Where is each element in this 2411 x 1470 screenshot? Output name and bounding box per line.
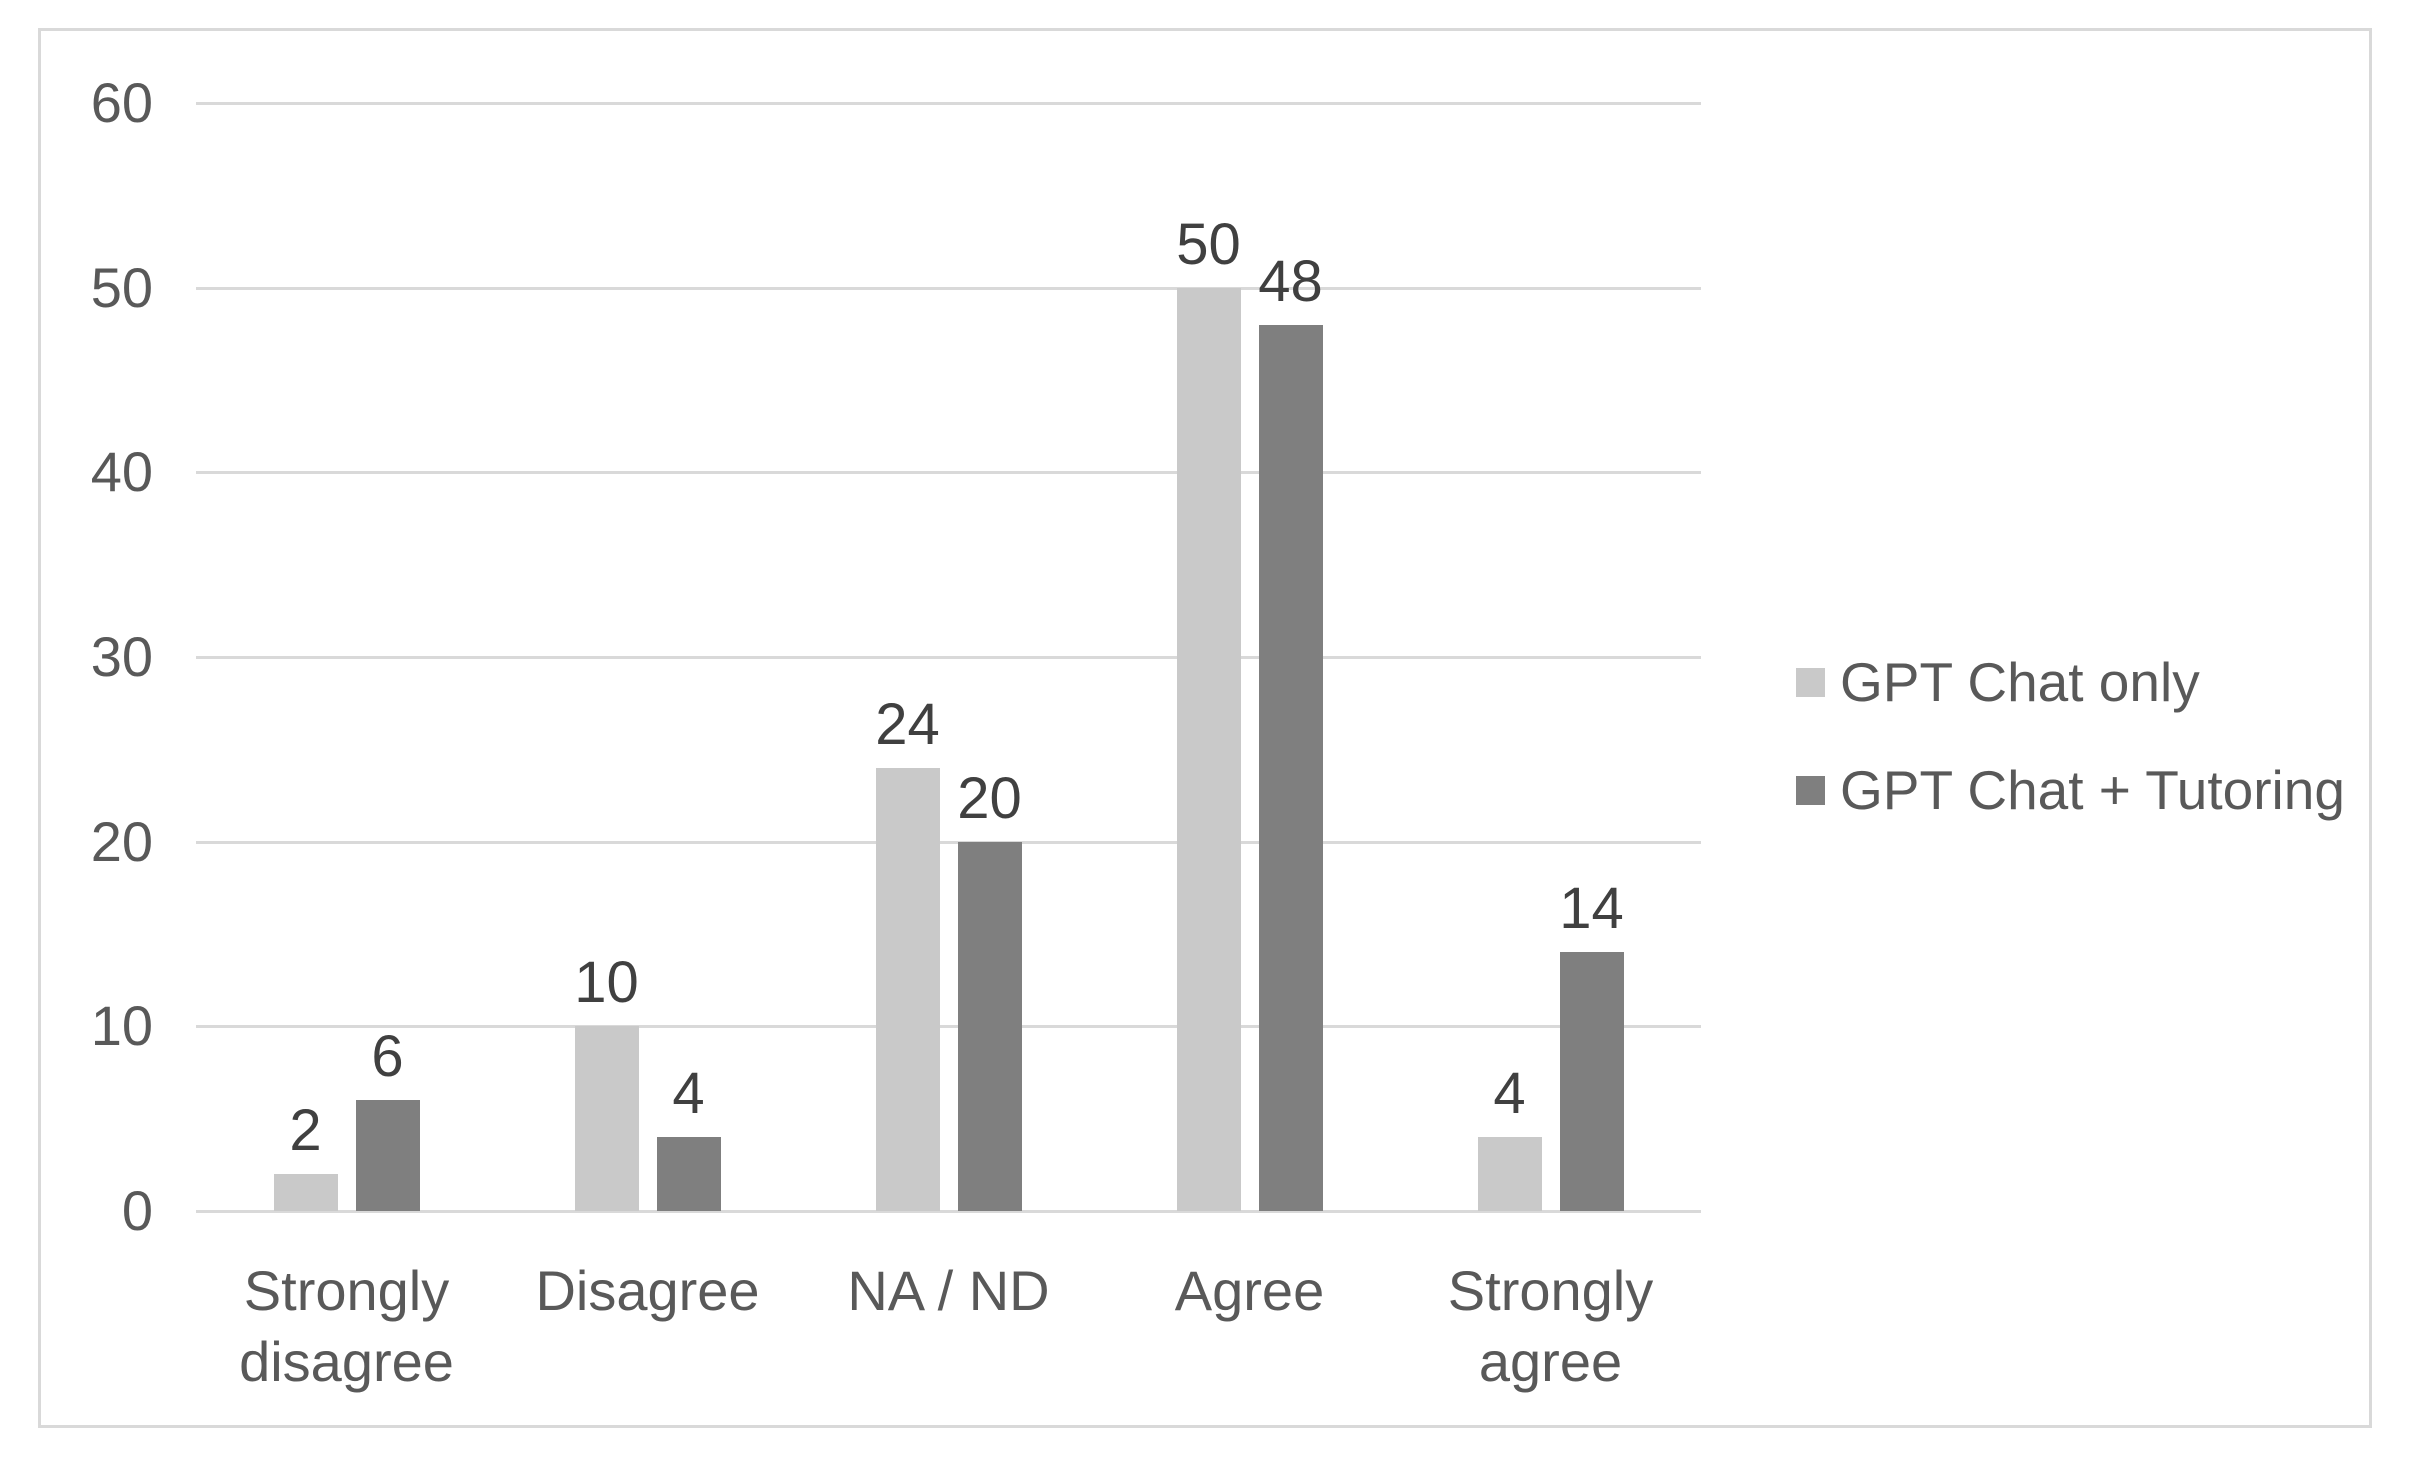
y-tick-label: 50 bbox=[90, 255, 153, 319]
data-label: 10 bbox=[574, 950, 639, 1016]
legend-item-gpt-chat-only: GPT Chat only bbox=[1796, 651, 2345, 713]
legend-label-gpt-chat-tutoring: GPT Chat + Tutoring bbox=[1840, 759, 2345, 821]
y-gridline bbox=[196, 102, 1701, 105]
chart-frame: 2 6 10 4 24 20 50 48 4 14 GPT Chat only GPT Chat … bbox=[38, 28, 2372, 1428]
bar-series1-cat0 bbox=[355, 1100, 420, 1211]
bar-series0-cat3 bbox=[1176, 287, 1241, 1211]
bar-series0-cat4 bbox=[1477, 1137, 1542, 1211]
y-gridline bbox=[196, 1025, 1701, 1029]
y-gridline bbox=[196, 471, 1701, 475]
data-label: 6 bbox=[371, 1024, 404, 1090]
legend-swatch-gpt-chat-tutoring-icon bbox=[1796, 775, 1825, 805]
bar-series0-cat2 bbox=[875, 767, 940, 1211]
data-label: 20 bbox=[957, 765, 1022, 831]
data-label: 48 bbox=[1258, 248, 1323, 314]
legend-swatch-gpt-chat-only-icon bbox=[1796, 667, 1825, 697]
x-category-label: Strongly agree bbox=[1447, 1259, 1654, 1393]
bar-series0-cat1 bbox=[574, 1026, 639, 1211]
x-category-label: Agree bbox=[1174, 1259, 1325, 1322]
data-label: 14 bbox=[1559, 876, 1624, 942]
bar-series1-cat4 bbox=[1559, 952, 1624, 1211]
data-label: 50 bbox=[1176, 211, 1241, 277]
y-gridline bbox=[196, 656, 1701, 659]
y-gridline bbox=[196, 1210, 1701, 1213]
y-tick-label: 60 bbox=[90, 71, 153, 134]
x-category-label: Disagree bbox=[535, 1259, 760, 1322]
y-tick-label: 20 bbox=[90, 809, 153, 873]
y-tick-label: 30 bbox=[90, 625, 153, 688]
legend-label-gpt-chat-only: GPT Chat only bbox=[1840, 651, 2200, 713]
bar-series1-cat2 bbox=[957, 841, 1022, 1211]
x-category-label: Strongly disagree bbox=[239, 1259, 454, 1393]
data-label: 4 bbox=[1493, 1061, 1526, 1127]
y-gridline bbox=[196, 286, 1701, 290]
data-label: 4 bbox=[672, 1061, 705, 1127]
bar-series1-cat1 bbox=[656, 1137, 721, 1211]
y-tick-label: 40 bbox=[90, 440, 153, 504]
x-category-label: NA / ND bbox=[847, 1259, 1050, 1322]
plot-area: 2 6 10 4 24 20 50 48 4 14 bbox=[196, 102, 1701, 1213]
legend-item-gpt-chat-tutoring: GPT Chat + Tutoring bbox=[1796, 759, 2345, 821]
legend: GPT Chat only GPT Chat + Tutoring bbox=[1796, 651, 2345, 869]
y-tick-label: 10 bbox=[90, 994, 153, 1058]
y-tick-label: 0 bbox=[121, 1179, 153, 1242]
y-gridline bbox=[196, 840, 1701, 844]
data-label: 24 bbox=[875, 691, 940, 757]
data-label: 2 bbox=[289, 1098, 322, 1164]
bar-series0-cat0 bbox=[273, 1174, 338, 1211]
bar-series1-cat3 bbox=[1258, 324, 1323, 1211]
